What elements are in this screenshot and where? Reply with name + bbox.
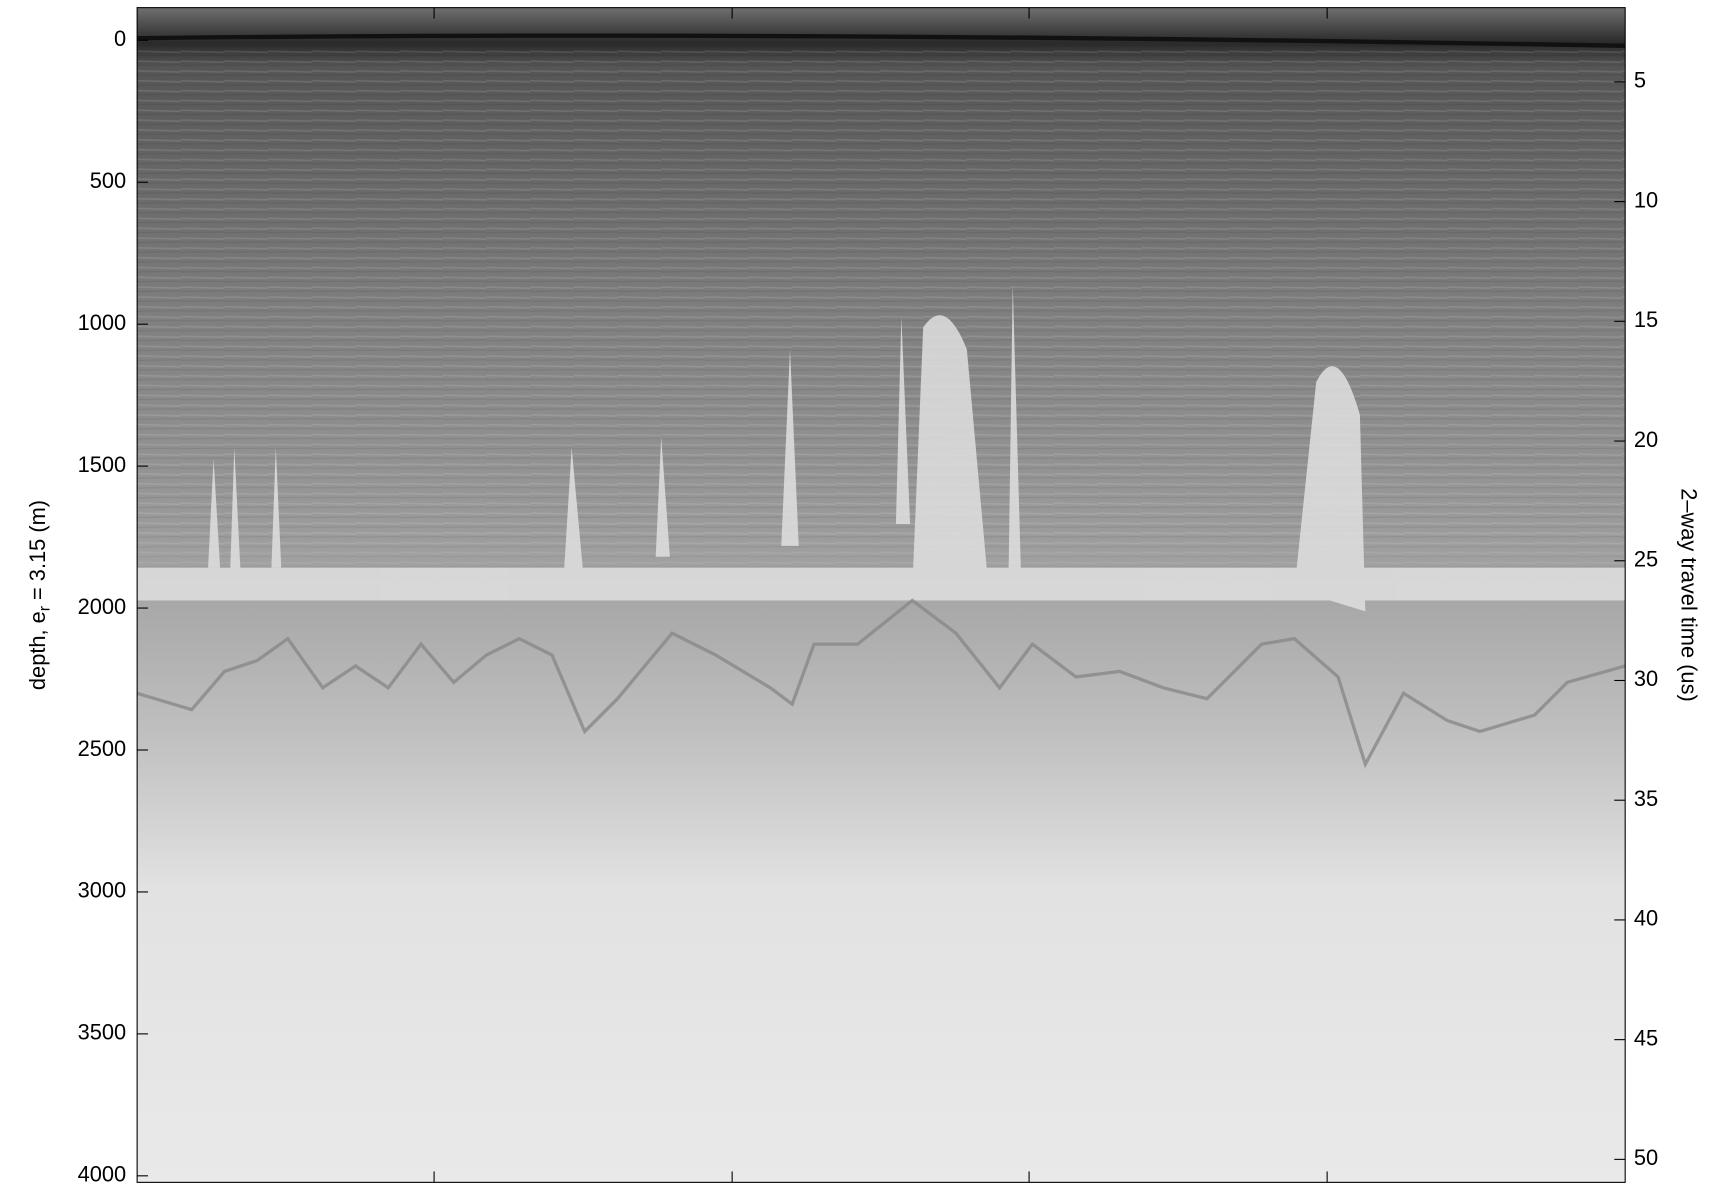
y-tick-label: 3500	[78, 1020, 127, 1045]
y2-tick-label: 5	[1634, 68, 1646, 93]
y-tick-label: 500	[90, 168, 126, 193]
y-label-subscript: r	[36, 606, 53, 611]
plot-frame	[136, 7, 1626, 1183]
y-axis-label: depth, er = 3.15 (m)	[25, 500, 54, 690]
bed-reflector	[136, 598, 1626, 769]
y2-tick-label: 45	[1634, 1025, 1658, 1050]
y-tick-label: 3000	[78, 878, 127, 903]
y-tick-label: 0	[114, 26, 126, 51]
echogram	[136, 7, 1626, 1183]
plumes	[137, 283, 1626, 612]
y2-tick-label: 40	[1634, 906, 1658, 931]
y-tick-label: 1000	[78, 310, 127, 335]
y-tick-label: 2500	[78, 736, 127, 761]
y2-tick-label: 25	[1634, 547, 1658, 572]
y-tick-label: 1500	[78, 452, 127, 477]
y2-tick-label: 50	[1634, 1145, 1658, 1170]
y-label-text: depth, e	[25, 611, 50, 690]
y-label-rest: = 3.15 (m)	[25, 500, 50, 606]
y2-tick-label: 15	[1634, 307, 1658, 332]
surface-reflection	[137, 33, 1626, 49]
y2-tick-label: 10	[1634, 187, 1658, 212]
y2-tick-label: 30	[1634, 666, 1658, 691]
y2-tick-label: 35	[1634, 786, 1658, 811]
layering	[137, 43, 1626, 612]
y2-tick-label: 20	[1634, 427, 1658, 452]
x-ticks	[433, 7, 1328, 1183]
y-tick-label: 4000	[78, 1162, 127, 1187]
y-tick-label: 2000	[78, 594, 127, 619]
y2-axis-label: 2–way travel time (us)	[1677, 488, 1702, 702]
